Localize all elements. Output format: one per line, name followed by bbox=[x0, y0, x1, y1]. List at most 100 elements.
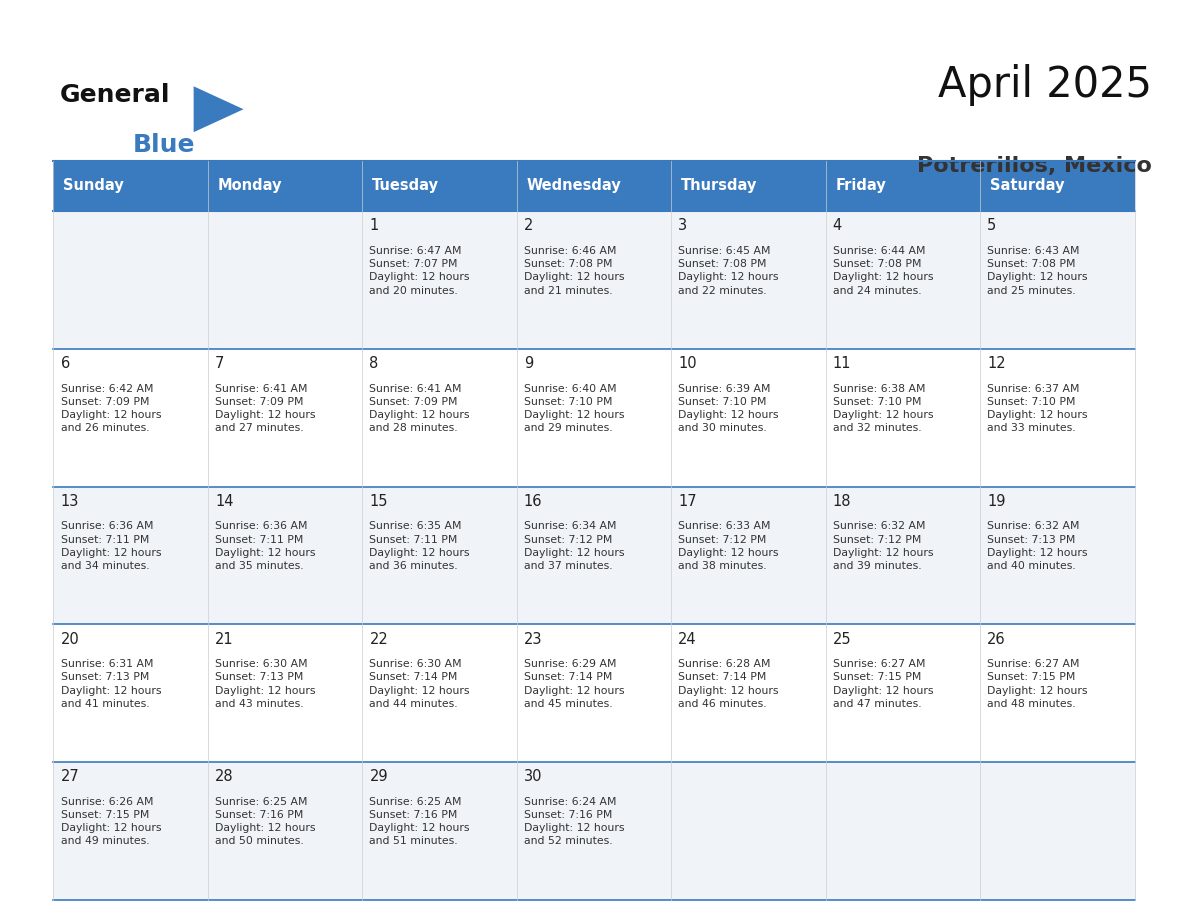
Text: 14: 14 bbox=[215, 494, 234, 509]
Text: 19: 19 bbox=[987, 494, 1006, 509]
Text: 26: 26 bbox=[987, 632, 1006, 646]
Text: 25: 25 bbox=[833, 632, 852, 646]
FancyBboxPatch shape bbox=[671, 624, 826, 762]
Text: Sunrise: 6:45 AM
Sunset: 7:08 PM
Daylight: 12 hours
and 22 minutes.: Sunrise: 6:45 AM Sunset: 7:08 PM Dayligh… bbox=[678, 246, 779, 296]
FancyBboxPatch shape bbox=[362, 762, 517, 900]
Text: Sunrise: 6:40 AM
Sunset: 7:10 PM
Daylight: 12 hours
and 29 minutes.: Sunrise: 6:40 AM Sunset: 7:10 PM Dayligh… bbox=[524, 384, 625, 433]
Text: 6: 6 bbox=[61, 356, 70, 371]
Text: Sunrise: 6:27 AM
Sunset: 7:15 PM
Daylight: 12 hours
and 47 minutes.: Sunrise: 6:27 AM Sunset: 7:15 PM Dayligh… bbox=[833, 659, 934, 709]
FancyBboxPatch shape bbox=[208, 487, 362, 624]
Text: Blue: Blue bbox=[133, 133, 196, 157]
FancyBboxPatch shape bbox=[362, 161, 517, 211]
Text: Sunrise: 6:25 AM
Sunset: 7:16 PM
Daylight: 12 hours
and 50 minutes.: Sunrise: 6:25 AM Sunset: 7:16 PM Dayligh… bbox=[215, 797, 316, 846]
FancyBboxPatch shape bbox=[362, 624, 517, 762]
Text: Thursday: Thursday bbox=[681, 178, 757, 194]
FancyBboxPatch shape bbox=[980, 624, 1135, 762]
Text: Sunrise: 6:25 AM
Sunset: 7:16 PM
Daylight: 12 hours
and 51 minutes.: Sunrise: 6:25 AM Sunset: 7:16 PM Dayligh… bbox=[369, 797, 470, 846]
FancyBboxPatch shape bbox=[826, 487, 980, 624]
Text: Sunrise: 6:43 AM
Sunset: 7:08 PM
Daylight: 12 hours
and 25 minutes.: Sunrise: 6:43 AM Sunset: 7:08 PM Dayligh… bbox=[987, 246, 1088, 296]
FancyBboxPatch shape bbox=[208, 161, 362, 211]
Text: 11: 11 bbox=[833, 356, 852, 371]
FancyBboxPatch shape bbox=[826, 349, 980, 487]
Text: Sunrise: 6:46 AM
Sunset: 7:08 PM
Daylight: 12 hours
and 21 minutes.: Sunrise: 6:46 AM Sunset: 7:08 PM Dayligh… bbox=[524, 246, 625, 296]
FancyBboxPatch shape bbox=[517, 211, 671, 349]
Text: 17: 17 bbox=[678, 494, 697, 509]
Text: 27: 27 bbox=[61, 769, 80, 784]
FancyBboxPatch shape bbox=[208, 762, 362, 900]
FancyBboxPatch shape bbox=[208, 211, 362, 349]
Text: 21: 21 bbox=[215, 632, 234, 646]
Text: Sunrise: 6:28 AM
Sunset: 7:14 PM
Daylight: 12 hours
and 46 minutes.: Sunrise: 6:28 AM Sunset: 7:14 PM Dayligh… bbox=[678, 659, 779, 709]
Text: 13: 13 bbox=[61, 494, 78, 509]
FancyBboxPatch shape bbox=[671, 161, 826, 211]
Text: Sunrise: 6:29 AM
Sunset: 7:14 PM
Daylight: 12 hours
and 45 minutes.: Sunrise: 6:29 AM Sunset: 7:14 PM Dayligh… bbox=[524, 659, 625, 709]
FancyBboxPatch shape bbox=[53, 349, 208, 487]
Text: 30: 30 bbox=[524, 769, 543, 784]
Text: 8: 8 bbox=[369, 356, 379, 371]
Text: 4: 4 bbox=[833, 218, 842, 233]
FancyBboxPatch shape bbox=[53, 161, 208, 211]
FancyBboxPatch shape bbox=[208, 624, 362, 762]
Text: 15: 15 bbox=[369, 494, 388, 509]
FancyBboxPatch shape bbox=[53, 762, 208, 900]
FancyBboxPatch shape bbox=[517, 161, 671, 211]
FancyBboxPatch shape bbox=[980, 211, 1135, 349]
Text: Sunrise: 6:36 AM
Sunset: 7:11 PM
Daylight: 12 hours
and 34 minutes.: Sunrise: 6:36 AM Sunset: 7:11 PM Dayligh… bbox=[61, 521, 162, 571]
Text: Sunrise: 6:31 AM
Sunset: 7:13 PM
Daylight: 12 hours
and 41 minutes.: Sunrise: 6:31 AM Sunset: 7:13 PM Dayligh… bbox=[61, 659, 162, 709]
FancyBboxPatch shape bbox=[980, 487, 1135, 624]
Text: 29: 29 bbox=[369, 769, 388, 784]
Text: 22: 22 bbox=[369, 632, 388, 646]
Text: 28: 28 bbox=[215, 769, 234, 784]
Text: Tuesday: Tuesday bbox=[372, 178, 438, 194]
FancyBboxPatch shape bbox=[671, 349, 826, 487]
Text: 12: 12 bbox=[987, 356, 1006, 371]
Text: 16: 16 bbox=[524, 494, 543, 509]
Text: Sunrise: 6:41 AM
Sunset: 7:09 PM
Daylight: 12 hours
and 28 minutes.: Sunrise: 6:41 AM Sunset: 7:09 PM Dayligh… bbox=[369, 384, 470, 433]
Polygon shape bbox=[194, 86, 244, 132]
Text: 5: 5 bbox=[987, 218, 997, 233]
Text: 10: 10 bbox=[678, 356, 697, 371]
Text: Sunrise: 6:47 AM
Sunset: 7:07 PM
Daylight: 12 hours
and 20 minutes.: Sunrise: 6:47 AM Sunset: 7:07 PM Dayligh… bbox=[369, 246, 470, 296]
FancyBboxPatch shape bbox=[826, 762, 980, 900]
Text: Monday: Monday bbox=[217, 178, 282, 194]
Text: 9: 9 bbox=[524, 356, 533, 371]
Text: General: General bbox=[59, 83, 170, 106]
Text: Sunrise: 6:30 AM
Sunset: 7:13 PM
Daylight: 12 hours
and 43 minutes.: Sunrise: 6:30 AM Sunset: 7:13 PM Dayligh… bbox=[215, 659, 316, 709]
FancyBboxPatch shape bbox=[826, 211, 980, 349]
Text: Sunrise: 6:34 AM
Sunset: 7:12 PM
Daylight: 12 hours
and 37 minutes.: Sunrise: 6:34 AM Sunset: 7:12 PM Dayligh… bbox=[524, 521, 625, 571]
FancyBboxPatch shape bbox=[362, 211, 517, 349]
FancyBboxPatch shape bbox=[980, 762, 1135, 900]
FancyBboxPatch shape bbox=[53, 487, 208, 624]
Text: Saturday: Saturday bbox=[990, 178, 1064, 194]
FancyBboxPatch shape bbox=[53, 211, 208, 349]
FancyBboxPatch shape bbox=[826, 624, 980, 762]
FancyBboxPatch shape bbox=[517, 487, 671, 624]
Text: 23: 23 bbox=[524, 632, 543, 646]
Text: 24: 24 bbox=[678, 632, 697, 646]
Text: 7: 7 bbox=[215, 356, 225, 371]
Text: Sunrise: 6:44 AM
Sunset: 7:08 PM
Daylight: 12 hours
and 24 minutes.: Sunrise: 6:44 AM Sunset: 7:08 PM Dayligh… bbox=[833, 246, 934, 296]
Text: Sunrise: 6:37 AM
Sunset: 7:10 PM
Daylight: 12 hours
and 33 minutes.: Sunrise: 6:37 AM Sunset: 7:10 PM Dayligh… bbox=[987, 384, 1088, 433]
FancyBboxPatch shape bbox=[517, 762, 671, 900]
Text: 20: 20 bbox=[61, 632, 80, 646]
Text: 18: 18 bbox=[833, 494, 852, 509]
Text: Sunrise: 6:35 AM
Sunset: 7:11 PM
Daylight: 12 hours
and 36 minutes.: Sunrise: 6:35 AM Sunset: 7:11 PM Dayligh… bbox=[369, 521, 470, 571]
Text: Sunrise: 6:38 AM
Sunset: 7:10 PM
Daylight: 12 hours
and 32 minutes.: Sunrise: 6:38 AM Sunset: 7:10 PM Dayligh… bbox=[833, 384, 934, 433]
FancyBboxPatch shape bbox=[671, 211, 826, 349]
FancyBboxPatch shape bbox=[517, 349, 671, 487]
Text: Sunrise: 6:36 AM
Sunset: 7:11 PM
Daylight: 12 hours
and 35 minutes.: Sunrise: 6:36 AM Sunset: 7:11 PM Dayligh… bbox=[215, 521, 316, 571]
Text: Sunrise: 6:30 AM
Sunset: 7:14 PM
Daylight: 12 hours
and 44 minutes.: Sunrise: 6:30 AM Sunset: 7:14 PM Dayligh… bbox=[369, 659, 470, 709]
Text: 2: 2 bbox=[524, 218, 533, 233]
Text: 3: 3 bbox=[678, 218, 688, 233]
FancyBboxPatch shape bbox=[980, 349, 1135, 487]
FancyBboxPatch shape bbox=[671, 487, 826, 624]
Text: Sunrise: 6:42 AM
Sunset: 7:09 PM
Daylight: 12 hours
and 26 minutes.: Sunrise: 6:42 AM Sunset: 7:09 PM Dayligh… bbox=[61, 384, 162, 433]
Text: Sunrise: 6:32 AM
Sunset: 7:12 PM
Daylight: 12 hours
and 39 minutes.: Sunrise: 6:32 AM Sunset: 7:12 PM Dayligh… bbox=[833, 521, 934, 571]
Text: 1: 1 bbox=[369, 218, 379, 233]
Text: Sunrise: 6:41 AM
Sunset: 7:09 PM
Daylight: 12 hours
and 27 minutes.: Sunrise: 6:41 AM Sunset: 7:09 PM Dayligh… bbox=[215, 384, 316, 433]
Text: Sunrise: 6:27 AM
Sunset: 7:15 PM
Daylight: 12 hours
and 48 minutes.: Sunrise: 6:27 AM Sunset: 7:15 PM Dayligh… bbox=[987, 659, 1088, 709]
Text: Friday: Friday bbox=[835, 178, 886, 194]
FancyBboxPatch shape bbox=[208, 349, 362, 487]
Text: Sunrise: 6:39 AM
Sunset: 7:10 PM
Daylight: 12 hours
and 30 minutes.: Sunrise: 6:39 AM Sunset: 7:10 PM Dayligh… bbox=[678, 384, 779, 433]
FancyBboxPatch shape bbox=[826, 161, 980, 211]
